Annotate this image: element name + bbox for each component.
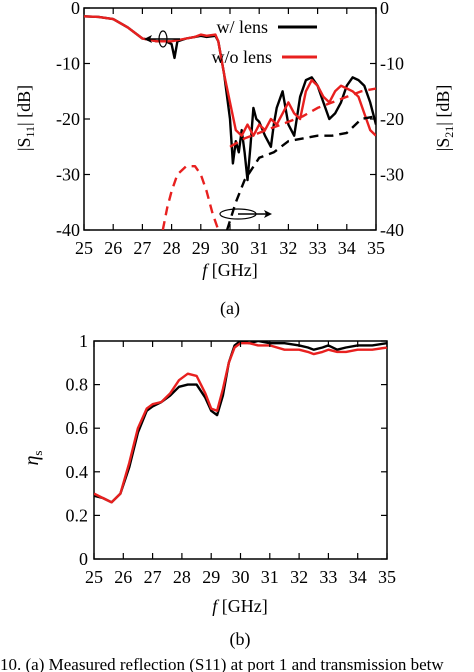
panel-b-x-tick-label: 25 xyxy=(85,567,103,587)
panel-a-x-tick-label: 26 xyxy=(104,238,122,258)
figure-caption-fragment: 10. (a) Measured reflection (S11) at por… xyxy=(0,655,444,672)
panel-b-x-tick-label: 27 xyxy=(144,567,162,587)
panel-a-x-tick-label: 34 xyxy=(338,238,356,258)
panel-a-series-group xyxy=(84,15,376,230)
panel-a-reflection-transmission: 25 26 27 28 29 30 31 32 33 34 35 -40 -40 -30 -30 -20 -2… xyxy=(14,0,456,319)
panel-a-y-tick-label: -20 xyxy=(56,109,80,129)
panel-a-legend: w/ lens w/o lens xyxy=(212,17,317,67)
panel-a-x-tick-label: 29 xyxy=(192,238,210,258)
panel-b-series-w-lens-0 xyxy=(94,341,387,504)
panel-b-x-tick-label: 31 xyxy=(261,567,279,587)
panel-a-x-tick-label: 28 xyxy=(163,238,181,258)
panel-a-x-tick-label: 33 xyxy=(309,238,327,258)
panel-b-y-axis-ticks: 0 0.2 0.4 0.6 0.8 1 xyxy=(66,331,387,569)
panel-a-y-axis-ticks: -40 -40 -30 -30 -20 -20 -10 -10 0 0 xyxy=(56,0,404,240)
legend-label-without-lens: w/o lens xyxy=(212,47,273,67)
panel-a-right-y-tick-label: -20 xyxy=(380,109,404,129)
panel-a-series-s11-w-lens-0 xyxy=(84,15,376,182)
panel-b-series-group xyxy=(94,341,387,504)
panel-a-x-tick-label: 35 xyxy=(367,238,385,258)
panel-b-x-axis-ticks: 25 26 27 28 29 30 31 32 33 34 35 xyxy=(85,341,396,587)
legend-label-with-lens: w/ lens xyxy=(217,17,269,37)
panel-b-y-tick-label: 0.2 xyxy=(66,505,89,525)
panel-b-y-tick-label: 0 xyxy=(79,549,88,569)
panel-a-y-tick-label: -30 xyxy=(56,165,80,185)
panel-b-y-axis-label: ηs xyxy=(21,451,45,466)
panel-a-y-tick-label: 0 xyxy=(71,0,80,18)
panel-a-right-y-tick-label: -30 xyxy=(380,165,404,185)
panel-a-series-s21-w-o-lens-dashed-4 xyxy=(229,87,376,148)
panel-b-y-tick-label: 0.8 xyxy=(66,375,89,395)
panel-a-y-tick-label: -10 xyxy=(56,54,80,74)
panel-a-y-tick-label: -40 xyxy=(56,220,80,240)
panel-b-x-tick-label: 35 xyxy=(378,567,396,587)
panel-a-x-axis-label: f [GHz] xyxy=(202,260,258,280)
panel-a-series-s21-w-lens-dashed-2 xyxy=(225,115,376,230)
panel-b-x-tick-label: 30 xyxy=(232,567,250,587)
panel-b-x-tick-label: 28 xyxy=(173,567,191,587)
panel-b-y-tick-label: 0.4 xyxy=(66,462,89,482)
panel-a-left-y-axis-label: |S11| [dB] xyxy=(14,85,37,151)
panel-a-right-y-tick-label: -40 xyxy=(380,220,404,240)
panel-a-label: (a) xyxy=(220,298,240,319)
panel-b-y-tick-label: 1 xyxy=(79,331,88,351)
panel-a-series-s21-w-o-lens-dashed-3 xyxy=(161,165,220,230)
panel-a-x-axis-ticks: 25 26 27 28 29 30 31 32 33 34 35 xyxy=(75,8,385,258)
panel-b-x-tick-label: 26 xyxy=(114,567,132,587)
left-axis-indicator-arrow xyxy=(144,30,180,48)
panel-a-right-y-tick-label: -10 xyxy=(380,54,404,74)
panel-b-series-w-o-lens-1 xyxy=(94,342,387,504)
panel-a-x-tick-label: 25 xyxy=(75,238,93,258)
right-axis-indicator-arrow xyxy=(219,208,272,220)
panel-a-right-y-axis-label: |S21| [dB] xyxy=(433,85,456,152)
panel-a-x-tick-label: 32 xyxy=(279,238,297,258)
panel-a-x-tick-label: 27 xyxy=(133,238,151,258)
panel-a-right-y-tick-label: 0 xyxy=(380,0,389,18)
panel-b-x-tick-label: 33 xyxy=(319,567,337,587)
panel-a-x-tick-label: 31 xyxy=(250,238,268,258)
panel-a-x-tick-label: 30 xyxy=(221,238,239,258)
panel-b-efficiency: 25 26 27 28 29 30 31 32 33 34 35 0 0.2 0.4 0.6 0.8 1 ηs… xyxy=(21,331,396,650)
panel-a-series-s11-w-o-lens-1 xyxy=(84,15,376,137)
panel-b-plot-frame xyxy=(93,340,388,560)
panel-b-x-tick-label: 29 xyxy=(202,567,220,587)
panel-b-label: (b) xyxy=(230,629,251,650)
panel-b-x-axis-label: f [GHz] xyxy=(212,596,268,616)
panel-b-x-tick-label: 32 xyxy=(290,567,308,587)
panel-b-y-tick-label: 0.6 xyxy=(66,418,89,438)
panel-b-x-tick-label: 34 xyxy=(349,567,367,587)
